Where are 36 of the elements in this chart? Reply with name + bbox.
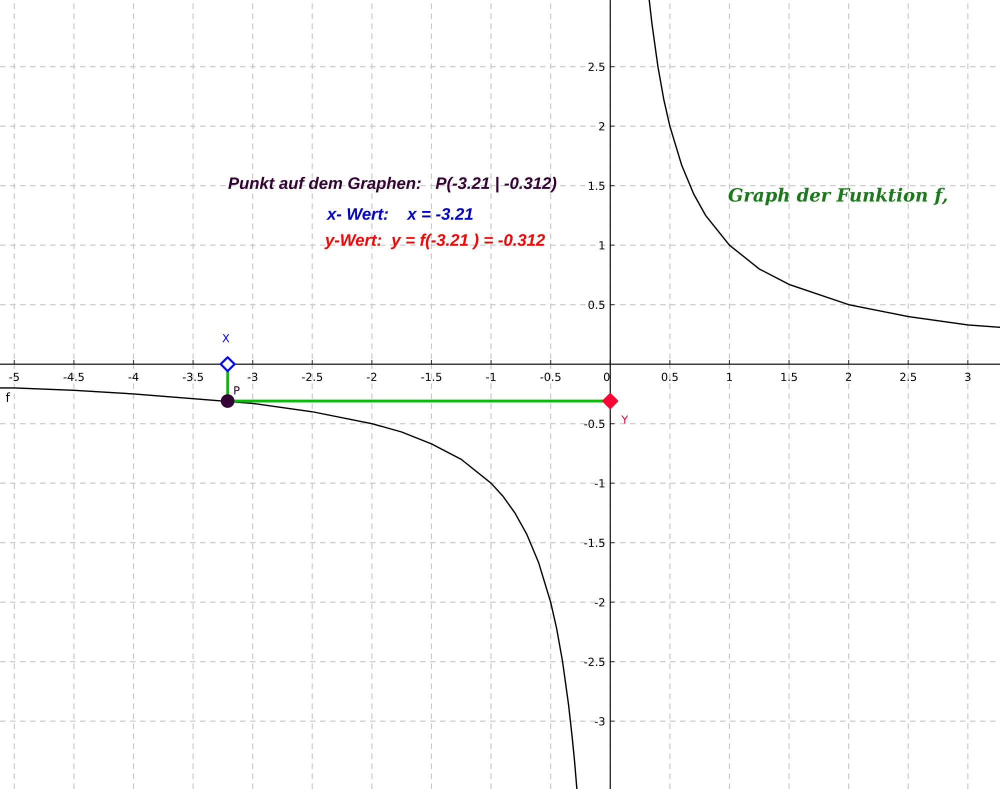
- y-tick-label: -0.5: [584, 420, 604, 428]
- x-tick-label: 1: [727, 372, 732, 381]
- annotation: y-Wert: y = f(-3.21 ) = -0.312: [324, 234, 545, 250]
- x-tick-label: 0: [604, 372, 610, 382]
- x-tick-label: -4.5: [64, 372, 84, 382]
- y-tick-label: 1: [600, 241, 604, 250]
- x-tick-label: 2: [846, 372, 852, 381]
- x-tick-label: -3: [248, 372, 258, 382]
- y-tick-label: 2: [599, 122, 604, 130]
- x-tick-label: -1.5: [421, 372, 442, 382]
- y-tick-label: 2.5: [588, 62, 604, 72]
- y-tick-label: 0.5: [588, 300, 604, 310]
- x-tick-label: -5: [9, 372, 19, 382]
- x-tick-label: -2: [366, 372, 376, 381]
- x-tick-label: -0.5: [540, 372, 561, 382]
- y-tick-label: -1: [594, 479, 604, 488]
- x-tick-label: -4: [128, 372, 138, 381]
- x-tick-label: 3: [965, 372, 970, 382]
- series-label: Y: [621, 415, 628, 424]
- y-tick-label: -2.5: [584, 658, 604, 666]
- x-tick-label: 0.5: [662, 372, 678, 382]
- series-label: P: [234, 386, 240, 394]
- x-tick-label: -3.5: [182, 372, 203, 382]
- annotation: Punkt auf dem Graphen: P(-3.21 | -0.312): [228, 176, 556, 192]
- y-tick-label: -2: [594, 598, 604, 606]
- annotation: Graph der Funktion f,: [728, 188, 947, 206]
- series-label: X: [222, 334, 230, 342]
- y-tick-label: -3: [594, 717, 604, 726]
- series-label: f: [6, 392, 10, 402]
- y-tick-label: 1.5: [588, 182, 604, 190]
- x-tick-label: 1.5: [781, 372, 797, 382]
- y-tick-label: -1.5: [584, 538, 604, 548]
- x-tick-label: -1: [486, 372, 496, 381]
- annotation: x- Wert: x = -3.21: [326, 208, 473, 220]
- x-tick-label: -2.5: [302, 372, 322, 382]
- x-tick-label: 2.5: [900, 372, 916, 382]
